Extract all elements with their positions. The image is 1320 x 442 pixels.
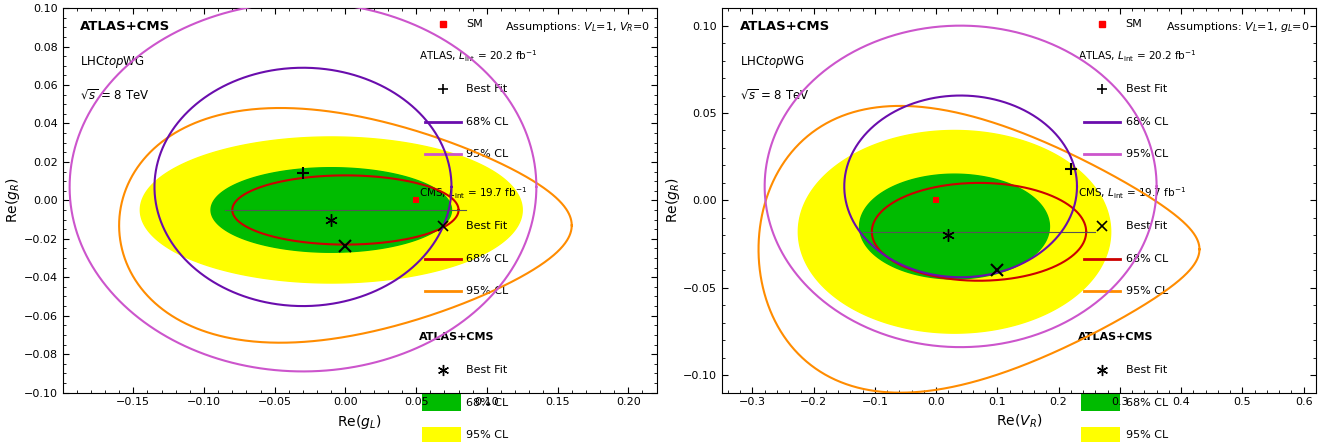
Text: Best Fit: Best Fit: [1126, 365, 1167, 375]
Text: 95% CL: 95% CL: [1126, 286, 1168, 297]
Text: ATLAS+CMS: ATLAS+CMS: [418, 332, 495, 342]
Text: 68% CL: 68% CL: [466, 397, 508, 408]
FancyBboxPatch shape: [422, 394, 461, 411]
Text: 95% CL: 95% CL: [1126, 430, 1168, 440]
Text: $\sqrt{s}$ = 8 TeV: $\sqrt{s}$ = 8 TeV: [739, 89, 809, 103]
Text: 95% CL: 95% CL: [466, 149, 508, 159]
Text: Assumptions: $V_L$=1, $V_R$=0: Assumptions: $V_L$=1, $V_R$=0: [506, 20, 651, 34]
Text: 95% CL: 95% CL: [1126, 149, 1168, 159]
Text: 68% CL: 68% CL: [1126, 397, 1168, 408]
Y-axis label: Re($g_R$): Re($g_R$): [664, 178, 681, 223]
Text: 68% CL: 68% CL: [1126, 254, 1168, 264]
Text: $\sqrt{s}$ = 8 TeV: $\sqrt{s}$ = 8 TeV: [81, 89, 149, 103]
FancyBboxPatch shape: [1081, 427, 1119, 442]
X-axis label: Re($g_L$): Re($g_L$): [338, 413, 381, 431]
FancyBboxPatch shape: [1081, 394, 1119, 411]
FancyBboxPatch shape: [422, 427, 461, 442]
Text: Best Fit: Best Fit: [466, 365, 508, 375]
Polygon shape: [799, 130, 1110, 333]
Text: LHC$\it{top}$WG: LHC$\it{top}$WG: [81, 54, 145, 70]
Text: 95% CL: 95% CL: [466, 286, 508, 297]
Text: Best Fit: Best Fit: [466, 84, 508, 94]
Text: ATLAS, $L_{\mathrm{int}}$ = 20.2 fb$^{-1}$: ATLAS, $L_{\mathrm{int}}$ = 20.2 fb$^{-1…: [1078, 49, 1197, 64]
Text: SM: SM: [1126, 19, 1143, 29]
X-axis label: Re($V_R$): Re($V_R$): [995, 413, 1041, 431]
Text: 68% CL: 68% CL: [466, 117, 508, 126]
Text: ATLAS+CMS: ATLAS+CMS: [81, 20, 170, 33]
Text: ATLAS+CMS: ATLAS+CMS: [1078, 332, 1154, 342]
Text: CMS, $L_{\mathrm{int}}$ = 19.7 fb$^{-1}$: CMS, $L_{\mathrm{int}}$ = 19.7 fb$^{-1}$: [418, 186, 527, 201]
Polygon shape: [140, 137, 523, 283]
Text: Best Fit: Best Fit: [466, 221, 508, 231]
Text: 68% CL: 68% CL: [466, 254, 508, 264]
Text: 95% CL: 95% CL: [466, 430, 508, 440]
Text: ATLAS, $L_{\mathrm{int}}$ = 20.2 fb$^{-1}$: ATLAS, $L_{\mathrm{int}}$ = 20.2 fb$^{-1…: [418, 49, 537, 64]
Text: CMS, $L_{\mathrm{int}}$ = 19.7 fb$^{-1}$: CMS, $L_{\mathrm{int}}$ = 19.7 fb$^{-1}$: [1078, 186, 1187, 201]
Polygon shape: [211, 168, 451, 252]
Text: SM: SM: [466, 19, 483, 29]
Text: Assumptions: $V_L$=1, $g_L$=0: Assumptions: $V_L$=1, $g_L$=0: [1167, 20, 1309, 34]
Text: ATLAS+CMS: ATLAS+CMS: [739, 20, 830, 33]
Y-axis label: Re($g_R$): Re($g_R$): [4, 178, 22, 223]
Text: Best Fit: Best Fit: [1126, 84, 1167, 94]
Text: LHC$\it{top}$WG: LHC$\it{top}$WG: [739, 54, 804, 70]
Polygon shape: [859, 174, 1049, 279]
Text: 68% CL: 68% CL: [1126, 117, 1168, 126]
Text: Best Fit: Best Fit: [1126, 221, 1167, 231]
